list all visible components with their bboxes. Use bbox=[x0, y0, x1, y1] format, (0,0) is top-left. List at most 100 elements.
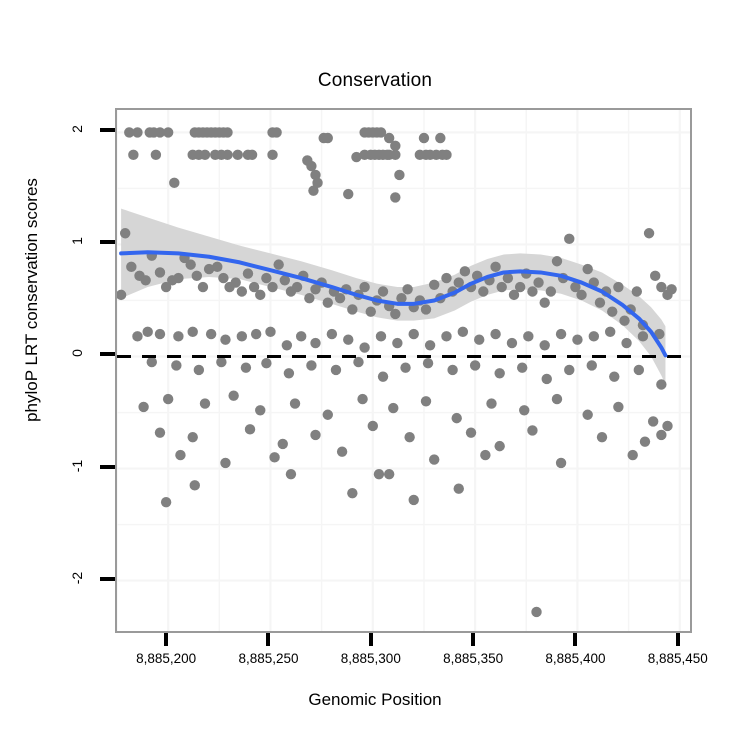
data-point bbox=[527, 286, 538, 297]
data-point bbox=[220, 334, 231, 345]
data-point bbox=[124, 127, 135, 138]
data-point bbox=[390, 308, 401, 320]
data-point bbox=[336, 446, 348, 457]
data-point bbox=[146, 356, 157, 368]
data-point bbox=[222, 127, 233, 138]
data-point bbox=[218, 272, 229, 284]
data-point bbox=[289, 398, 301, 409]
data-point bbox=[428, 279, 440, 290]
plot-panel bbox=[115, 108, 692, 633]
data-point bbox=[441, 149, 452, 161]
x-tick-mark bbox=[164, 633, 169, 646]
y-tick-mark bbox=[100, 128, 115, 133]
data-point bbox=[383, 468, 395, 480]
data-point bbox=[404, 431, 415, 443]
data-point bbox=[564, 364, 575, 376]
data-point bbox=[322, 409, 333, 420]
data-point bbox=[394, 169, 405, 181]
data-point bbox=[347, 304, 358, 315]
data-point bbox=[220, 457, 231, 469]
data-point bbox=[142, 326, 153, 338]
data-point bbox=[357, 393, 368, 405]
data-point bbox=[240, 362, 252, 373]
data-point bbox=[197, 281, 209, 293]
data-point bbox=[228, 390, 239, 401]
data-point bbox=[428, 454, 440, 465]
data-point bbox=[588, 331, 600, 342]
data-point bbox=[353, 356, 364, 368]
data-point bbox=[222, 149, 233, 161]
data-point bbox=[631, 286, 642, 297]
data-point bbox=[494, 368, 505, 379]
data-point bbox=[193, 364, 205, 376]
data-point bbox=[375, 127, 387, 138]
data-point bbox=[496, 281, 507, 293]
data-point bbox=[277, 438, 288, 450]
data-point bbox=[480, 449, 491, 461]
data-point bbox=[283, 368, 295, 379]
data-point bbox=[326, 328, 338, 340]
data-point bbox=[643, 228, 655, 239]
data-point bbox=[205, 328, 217, 340]
data-point bbox=[647, 416, 659, 427]
data-point bbox=[474, 334, 485, 345]
data-point bbox=[373, 468, 385, 480]
data-point bbox=[281, 340, 293, 351]
data-point bbox=[132, 331, 143, 342]
data-point bbox=[154, 267, 166, 278]
data-point bbox=[273, 259, 284, 270]
data-point bbox=[396, 293, 407, 304]
data-point bbox=[132, 127, 143, 138]
x-tick-mark bbox=[471, 633, 476, 646]
x-tick-mark bbox=[573, 633, 578, 646]
data-point bbox=[306, 360, 317, 371]
data-point bbox=[627, 449, 638, 461]
data-point bbox=[637, 331, 649, 342]
data-point bbox=[232, 149, 243, 161]
data-point bbox=[519, 405, 530, 416]
data-point bbox=[173, 331, 184, 342]
data-point bbox=[523, 331, 534, 342]
y-tick-label: 2 bbox=[69, 125, 85, 134]
x-tick-mark bbox=[368, 633, 373, 646]
data-point bbox=[312, 177, 323, 189]
data-point bbox=[613, 281, 624, 293]
data-point bbox=[666, 284, 677, 295]
data-point bbox=[351, 151, 362, 163]
data-point bbox=[359, 281, 370, 293]
data-point bbox=[279, 275, 291, 286]
data-point bbox=[119, 228, 131, 239]
data-point bbox=[650, 270, 661, 282]
x-tick-mark bbox=[266, 633, 271, 646]
data-point bbox=[185, 259, 196, 270]
data-point bbox=[572, 334, 583, 345]
data-point bbox=[347, 487, 358, 499]
data-point bbox=[377, 371, 389, 382]
data-point bbox=[160, 281, 172, 293]
plot-canvas bbox=[117, 110, 690, 631]
data-point bbox=[154, 427, 166, 438]
data-point bbox=[551, 256, 563, 267]
data-point bbox=[285, 468, 297, 480]
data-point bbox=[633, 364, 645, 376]
data-point bbox=[402, 284, 413, 295]
data-point bbox=[244, 424, 256, 435]
data-point bbox=[388, 402, 399, 414]
x-tick-label: 8,885,200 bbox=[136, 651, 197, 666]
data-point bbox=[304, 293, 315, 304]
data-point bbox=[310, 337, 321, 349]
data-point bbox=[447, 364, 458, 376]
data-point bbox=[424, 340, 436, 351]
data-point bbox=[531, 606, 542, 618]
data-point bbox=[420, 396, 432, 407]
data-point bbox=[582, 409, 593, 420]
data-point bbox=[486, 398, 497, 409]
data-point bbox=[390, 192, 401, 203]
data-point bbox=[390, 140, 401, 152]
data-point bbox=[383, 132, 395, 144]
data-point bbox=[453, 483, 464, 494]
data-point bbox=[457, 326, 469, 338]
data-point bbox=[308, 185, 319, 196]
data-point bbox=[160, 496, 172, 508]
data-point bbox=[171, 360, 182, 371]
